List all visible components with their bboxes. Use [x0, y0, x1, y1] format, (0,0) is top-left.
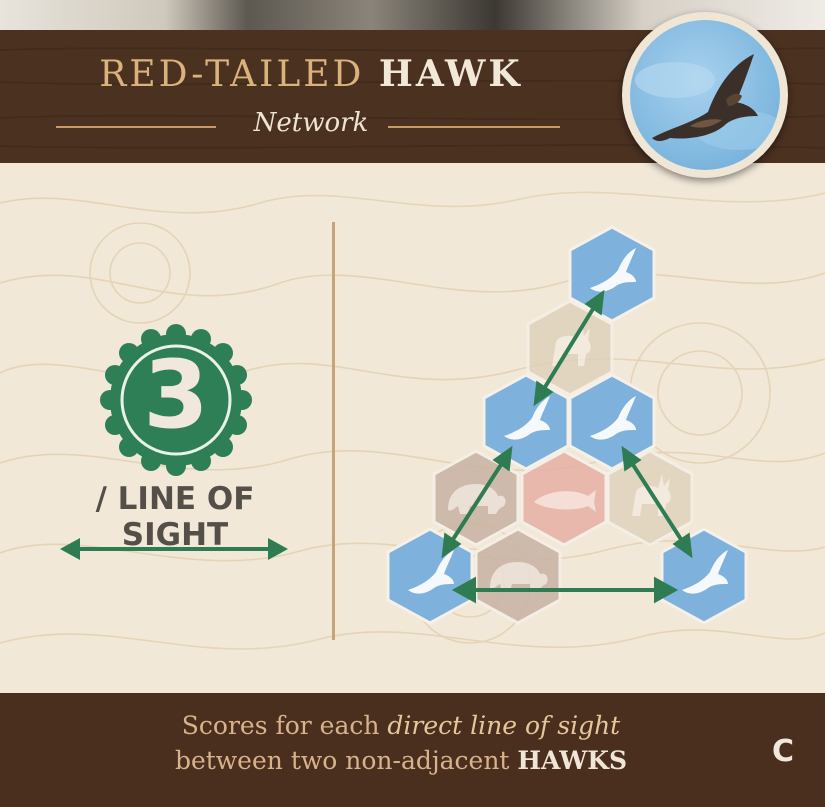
footer-line-1: Scores for each direct line of sight: [181, 711, 621, 740]
points-seal: [100, 324, 252, 476]
title-prefix: RED-TAILED: [99, 54, 365, 95]
card-subtitle: Network: [253, 108, 369, 138]
scoring-description: Scores for each direct line of sight bet…: [56, 708, 746, 778]
subtitle-row: Network: [44, 108, 578, 142]
sight-line-bottom: [451, 576, 679, 604]
double-arrow-icon: [60, 538, 288, 560]
points-value: 3: [143, 341, 209, 450]
card-title: RED-TAILED HAWK: [44, 53, 578, 95]
subtitle-rule-left: [56, 126, 216, 128]
hex-tile-bear-bottom: [474, 527, 562, 625]
title-animal: HAWK: [378, 53, 523, 95]
hawk-icon: [635, 54, 780, 150]
subtitle-rule-right: [388, 126, 560, 128]
sight-line-right: [621, 445, 693, 559]
section-divider: [332, 222, 335, 640]
card-variant-letter: C: [771, 734, 795, 769]
card-footer: Scores for each direct line of sight bet…: [0, 693, 825, 807]
line-of-sight-diagram: [386, 225, 748, 625]
sight-line-top: [533, 289, 605, 407]
sight-line-left: [441, 445, 513, 559]
hawk-badge: [622, 12, 788, 178]
footer-line-2: between two non-adjacent HAWKS: [174, 746, 628, 775]
